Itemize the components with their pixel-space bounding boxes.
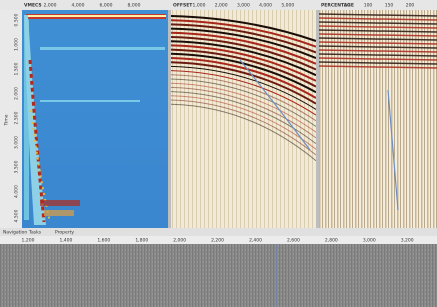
x-tick-label: 1,800 <box>135 238 148 244</box>
x-tick-label: 2,000 <box>44 3 57 9</box>
x-tick-label: 2,400 <box>249 238 262 244</box>
x-tick-label: 150 <box>385 3 394 9</box>
time-axis-title: Time <box>4 114 10 126</box>
y-tick-label: 2.500 <box>14 111 20 124</box>
y-tick-label: 3.500 <box>14 160 20 173</box>
gather-panel <box>171 10 316 228</box>
x-tick-label: 2,000 <box>173 238 186 244</box>
x-tick-label: 1,000 <box>193 3 206 9</box>
x-tick-label: 4,000 <box>259 3 272 9</box>
tab[interactable]: Property <box>55 230 74 236</box>
semblance-panel <box>22 10 168 228</box>
x-tick-label: 100 <box>364 3 373 9</box>
x-tick-label: 8,000 <box>128 3 141 9</box>
x-tick-label: 6,000 <box>100 3 113 9</box>
screen: Time VMECS2,0004,0006,0008,000OFFSET1,00… <box>0 0 437 307</box>
x-tick-label: 200 <box>406 3 415 9</box>
section-view <box>0 244 437 307</box>
x-tick-label: 50 <box>344 3 350 9</box>
y-tick-label: 2.000 <box>14 87 20 100</box>
panel-title: OFFSET <box>173 3 193 9</box>
x-tick-label: 1,400 <box>59 238 72 244</box>
y-tick-label: 1.500 <box>14 62 20 75</box>
x-tick-label: 2,200 <box>211 238 224 244</box>
x-tick-label: 2,800 <box>325 238 338 244</box>
y-tick-label: 4.500 <box>14 209 20 222</box>
x-tick-label: 5,000 <box>281 3 294 9</box>
y-tick-label: 4.000 <box>14 185 20 198</box>
y-tick-label: 1.000 <box>14 38 20 51</box>
y-tick-label: 0.500 <box>14 13 20 26</box>
x-tick-label: 3,000 <box>237 3 250 9</box>
x-tick-label: 3,200 <box>401 238 414 244</box>
tab[interactable]: Tasks <box>28 230 42 236</box>
percentage-panel <box>319 10 437 228</box>
x-tick-label: 1,200 <box>22 238 35 244</box>
x-tick-label: 4,000 <box>72 3 85 9</box>
app: {"panels":[ {"title":"VMECS","ticks":["2… <box>0 0 437 307</box>
x-tick-label: 2,600 <box>287 238 300 244</box>
x-tick-label: 3,000 <box>363 238 376 244</box>
x-tick-label: 1,600 <box>97 238 110 244</box>
tab[interactable]: Navigation <box>3 230 27 236</box>
x-tick-label: 2,000 <box>215 3 228 9</box>
y-tick-label: 3.000 <box>14 136 20 149</box>
panel-title: VMECS <box>24 3 42 9</box>
